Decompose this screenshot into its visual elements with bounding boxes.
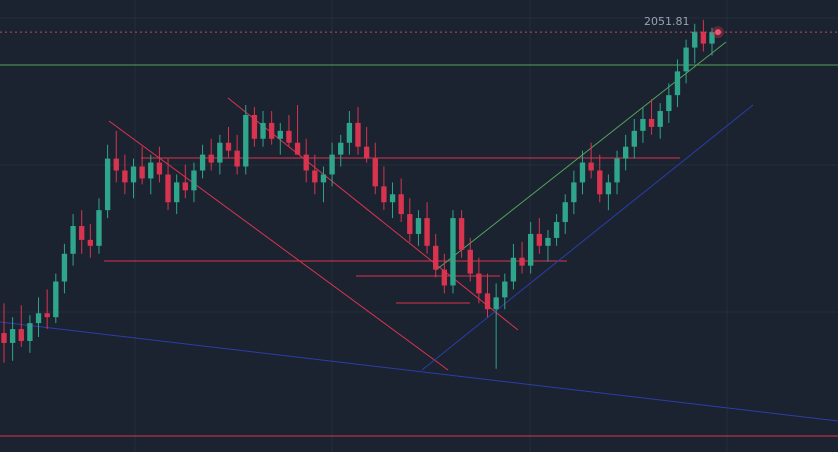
candle-body: [191, 170, 197, 191]
candle-body: [303, 154, 309, 171]
descending-channel-lower: [108, 120, 449, 371]
candle-body: [130, 166, 137, 183]
ascending-channel-upper: [435, 41, 727, 271]
candle-body: [122, 170, 128, 183]
candle-body: [433, 245, 439, 270]
candle-body: [79, 226, 85, 240]
candle-body: [588, 162, 594, 171]
candle-body: [493, 297, 499, 310]
candle-body: [217, 142, 223, 163]
candle-body: [320, 174, 327, 183]
candle-body: [35, 313, 42, 324]
candlestick-series[interactable]: [1, 19, 715, 369]
candle-body: [268, 122, 275, 139]
candle-body: [174, 182, 180, 203]
candle-body: [312, 170, 318, 183]
trendline-drawings[interactable]: [0, 41, 838, 437]
candle-body: [700, 31, 707, 44]
last-price-label: 2051.81: [644, 15, 690, 28]
candle-body: [338, 142, 344, 155]
candle-body: [1, 333, 7, 343]
candle-body: [467, 249, 473, 274]
candle-body: [666, 95, 672, 112]
ascending-channel-lower: [421, 104, 754, 371]
candle-body: [562, 202, 568, 223]
candle-body: [87, 239, 94, 246]
candle-body: [553, 222, 560, 238]
candle-body: [674, 71, 681, 96]
candle-body: [61, 253, 68, 282]
candle-body: [286, 130, 292, 143]
candle-body: [139, 166, 145, 179]
candle-body: [165, 174, 171, 203]
candle-body: [381, 186, 387, 203]
candle-body: [631, 130, 637, 147]
candle-body: [104, 158, 111, 211]
descending-channel-upper: [227, 97, 519, 331]
candle-body: [657, 111, 663, 127]
candle-body: [18, 329, 24, 341]
candle-body: [251, 114, 258, 139]
candle-body: [441, 269, 448, 286]
candle-body: [614, 158, 620, 183]
candle-body: [605, 182, 612, 195]
candle-body: [415, 218, 422, 234]
candle-body: [27, 323, 33, 341]
long-descending-trendline: [0, 321, 838, 422]
candle-body: [528, 233, 534, 266]
candle-body: [640, 118, 646, 131]
candle-body: [208, 154, 214, 163]
candle-body: [70, 226, 76, 254]
candle-body: [502, 281, 508, 298]
candle-body: [225, 142, 232, 151]
candle-body: [199, 154, 206, 171]
candle-body: [243, 114, 249, 167]
candle-body: [510, 257, 517, 282]
candle-body: [234, 150, 240, 167]
candle-body: [398, 194, 404, 215]
candle-body: [709, 32, 715, 44]
candle-body: [294, 142, 301, 155]
candle-body: [579, 162, 586, 183]
candle-body: [692, 31, 698, 48]
candle-body: [424, 218, 430, 246]
last-price-marker: [715, 29, 721, 36]
candle-body: [476, 273, 482, 294]
candle-body: [458, 218, 465, 250]
candle-body: [148, 162, 154, 179]
candle-body: [683, 47, 689, 72]
candle-body: [156, 162, 163, 175]
candle-body: [389, 194, 396, 203]
candle-body: [113, 158, 119, 171]
candle-body: [9, 329, 16, 343]
candle-body: [519, 257, 525, 266]
candle-body: [277, 130, 283, 139]
candle-body: [372, 158, 378, 187]
candle-body: [44, 313, 50, 318]
candle-body: [260, 122, 266, 139]
candle-body: [450, 218, 456, 286]
candle-body: [96, 210, 102, 246]
candle-body: [597, 170, 603, 195]
candle-body: [545, 237, 551, 246]
candle-body: [571, 182, 577, 203]
candle-body: [363, 146, 370, 159]
candle-body: [53, 281, 59, 318]
candle-body: [536, 233, 542, 246]
candle-body: [355, 122, 361, 147]
candle-body: [622, 146, 629, 159]
candle-body: [407, 214, 413, 234]
candle-body: [484, 293, 491, 310]
price-overlays: [0, 26, 838, 39]
candle-body: [329, 154, 335, 175]
candle-body: [346, 122, 353, 143]
candle-body: [648, 118, 655, 127]
candle-body: [182, 182, 188, 191]
